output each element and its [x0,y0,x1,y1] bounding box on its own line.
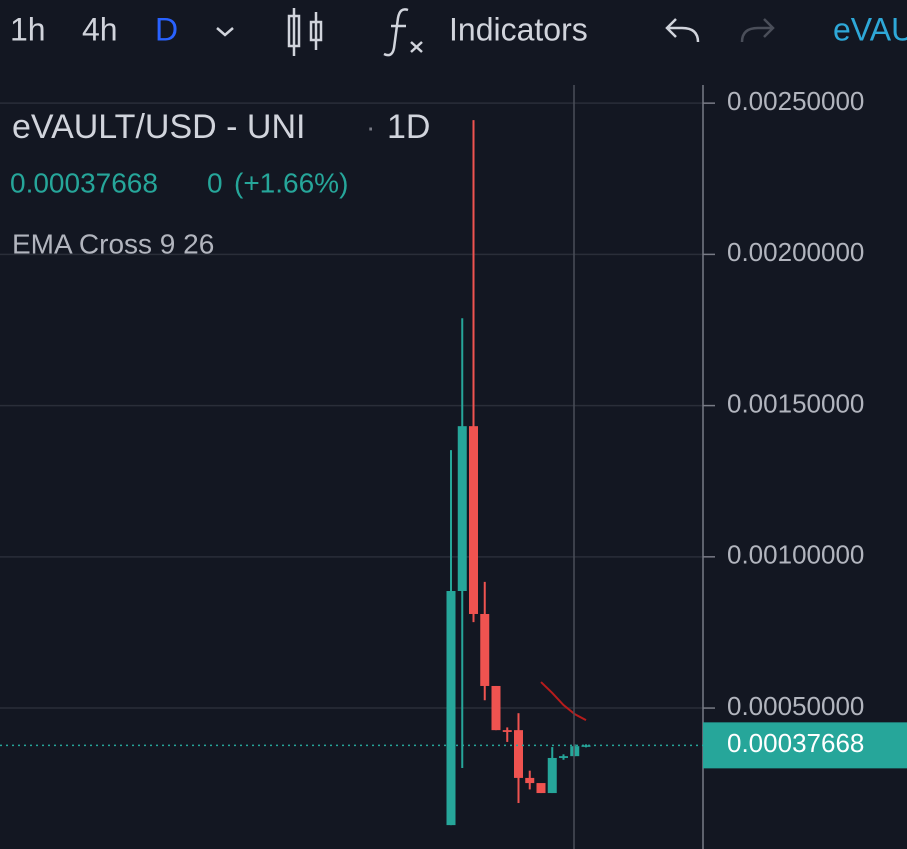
candle-body [491,685,501,731]
undo-button[interactable] [665,18,700,43]
legend-indicator: EMA Cross 9 26 [12,228,214,259]
candle-body [469,426,478,614]
candle-body [581,745,591,747]
interval-4h[interactable]: 4h [82,11,118,47]
symbol-button[interactable]: eVAULT [833,11,907,47]
interval-dropdown[interactable] [216,27,234,37]
candle-body [446,591,456,826]
candle-body [547,757,557,794]
candle-body [502,730,512,732]
y-tick-label: 0.00200000 [727,237,864,267]
legend-change-pct: (+1.66%) [234,167,348,198]
redo-button[interactable] [740,18,775,43]
legend-price: 0.00037668 [10,167,158,198]
candle-body [480,613,490,686]
y-tick-label: 0.00150000 [727,388,864,418]
candle-body [559,756,568,758]
y-tick-label: 0.00250000 [727,86,864,116]
legend-separator: · [366,111,375,142]
interval-1h[interactable]: 1h [10,11,46,47]
candle-body [457,426,467,592]
candle-body [536,783,546,794]
last-price-box [703,722,907,769]
ema-line [540,681,587,722]
chart-type-button[interactable] [287,8,323,56]
indicators-button[interactable]: Indicators [449,11,588,47]
y-tick-label: 0.00050000 [727,691,864,721]
last-price-label: 0.00037668 [727,728,864,758]
interval-d[interactable]: D [155,11,178,47]
candle-body [525,777,535,784]
function-icon[interactable] [383,8,423,57]
legend-change: 0 [207,167,223,198]
legend-interval: 1D [387,108,430,146]
y-tick-label: 0.00100000 [727,540,864,570]
legend-symbol: eVAULT/USD - UNI [12,108,305,146]
candle-body [514,730,523,778]
plot [0,102,703,826]
